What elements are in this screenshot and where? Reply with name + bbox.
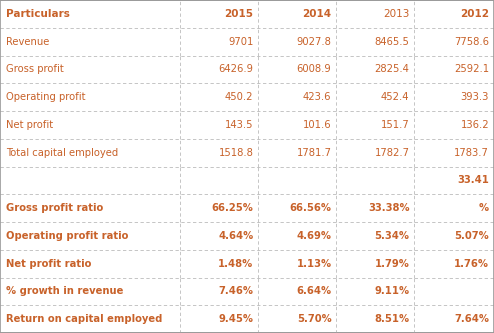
Text: 2825.4: 2825.4 (374, 64, 410, 74)
Text: Total capital employed: Total capital employed (6, 148, 118, 158)
Bar (0, 111, 494, 139)
Text: 5.34%: 5.34% (374, 231, 410, 241)
Text: Net profit ratio: Net profit ratio (6, 259, 91, 269)
Text: 1783.7: 1783.7 (454, 148, 489, 158)
Text: 33.38%: 33.38% (368, 203, 410, 213)
Text: 4.64%: 4.64% (218, 231, 253, 241)
Text: 423.6: 423.6 (303, 92, 331, 102)
Text: 6.64%: 6.64% (296, 286, 331, 296)
Text: 2014: 2014 (302, 9, 331, 19)
Text: 2013: 2013 (383, 9, 410, 19)
Text: 450.2: 450.2 (225, 92, 253, 102)
Text: 452.4: 452.4 (381, 92, 410, 102)
Text: Return on capital employed: Return on capital employed (6, 314, 163, 324)
Bar (0, 139, 494, 166)
Text: 7.64%: 7.64% (454, 314, 489, 324)
Text: 1.48%: 1.48% (218, 259, 253, 269)
Text: 66.25%: 66.25% (211, 203, 253, 213)
Text: 2012: 2012 (460, 9, 489, 19)
Bar (0, 250, 494, 277)
Text: 5.70%: 5.70% (297, 314, 331, 324)
Text: 393.3: 393.3 (461, 92, 489, 102)
Text: Particulars: Particulars (6, 9, 70, 19)
Text: 101.6: 101.6 (303, 120, 331, 130)
Text: Gross profit ratio: Gross profit ratio (6, 203, 103, 213)
Text: % growth in revenue: % growth in revenue (6, 286, 123, 296)
Text: 9.45%: 9.45% (218, 314, 253, 324)
Text: 9027.8: 9027.8 (296, 37, 331, 47)
Text: 7758.6: 7758.6 (454, 37, 489, 47)
Bar (0, 56, 494, 83)
Text: 33.41: 33.41 (457, 175, 489, 185)
Text: Net profit: Net profit (6, 120, 53, 130)
Bar (0, 166, 494, 194)
Text: Gross profit: Gross profit (6, 64, 64, 74)
Text: 6426.9: 6426.9 (218, 64, 253, 74)
Text: 8465.5: 8465.5 (374, 37, 410, 47)
Bar (0, 194, 494, 222)
Text: 5.07%: 5.07% (454, 231, 489, 241)
Text: 66.56%: 66.56% (289, 203, 331, 213)
Bar (0, 305, 494, 333)
Text: Operating profit: Operating profit (6, 92, 85, 102)
Text: %: % (479, 203, 489, 213)
Text: 151.7: 151.7 (381, 120, 410, 130)
Bar (0, 222, 494, 250)
Text: 4.69%: 4.69% (296, 231, 331, 241)
Bar (0, 0, 494, 28)
Text: 2015: 2015 (224, 9, 253, 19)
Text: 1.79%: 1.79% (374, 259, 410, 269)
Text: 1782.7: 1782.7 (374, 148, 410, 158)
Bar (0, 28, 494, 56)
Bar (0, 277, 494, 305)
Text: 8.51%: 8.51% (374, 314, 410, 324)
Text: 1.13%: 1.13% (296, 259, 331, 269)
Text: 1.76%: 1.76% (454, 259, 489, 269)
Text: 136.2: 136.2 (460, 120, 489, 130)
Text: 7.46%: 7.46% (218, 286, 253, 296)
Text: 9701: 9701 (228, 37, 253, 47)
Text: 1781.7: 1781.7 (296, 148, 331, 158)
Text: 6008.9: 6008.9 (297, 64, 331, 74)
Bar (0, 83, 494, 111)
Text: 2592.1: 2592.1 (454, 64, 489, 74)
Text: Operating profit ratio: Operating profit ratio (6, 231, 128, 241)
Text: 1518.8: 1518.8 (218, 148, 253, 158)
Text: Revenue: Revenue (6, 37, 49, 47)
Text: 9.11%: 9.11% (374, 286, 410, 296)
Text: 143.5: 143.5 (225, 120, 253, 130)
